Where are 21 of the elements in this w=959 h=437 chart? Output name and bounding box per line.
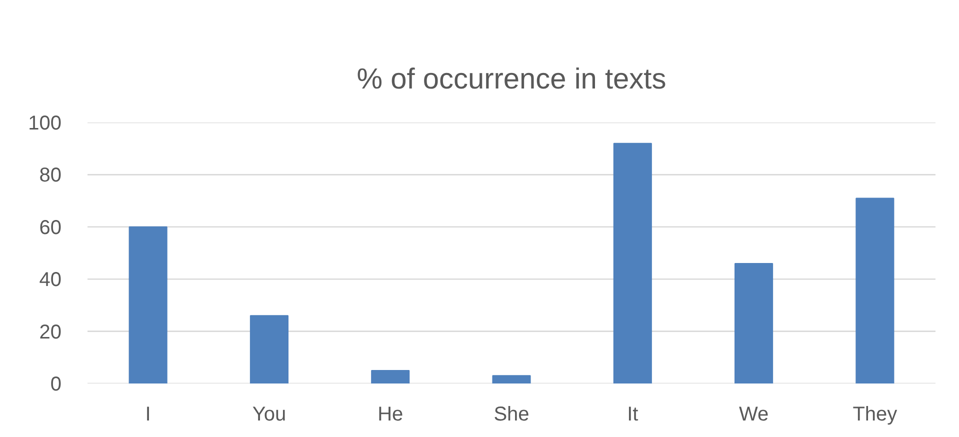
- bar: [613, 142, 652, 384]
- y-tick-label: 80: [39, 164, 62, 187]
- bar: [734, 262, 774, 384]
- bar: [128, 226, 168, 384]
- x-tick-label: I: [145, 404, 151, 426]
- bar: [371, 370, 410, 384]
- chart-title: % of occurrence in texts: [356, 64, 666, 96]
- x-tick-label: She: [494, 404, 530, 426]
- bar: [492, 375, 531, 384]
- x-tick-label: We: [738, 404, 769, 426]
- y-tick-label: 0: [50, 374, 62, 396]
- bar: [250, 315, 288, 384]
- x-tick-label: He: [378, 404, 404, 426]
- y-tick-label: 20: [39, 321, 62, 344]
- bar: [856, 198, 894, 384]
- x-tick-label: They: [852, 404, 898, 426]
- y-tick-label: 40: [39, 269, 62, 292]
- y-tick-label: 100: [28, 112, 62, 134]
- x-tick-label: It: [627, 404, 639, 426]
- y-tick-label: 60: [39, 216, 62, 239]
- x-tick-label: You: [252, 404, 286, 426]
